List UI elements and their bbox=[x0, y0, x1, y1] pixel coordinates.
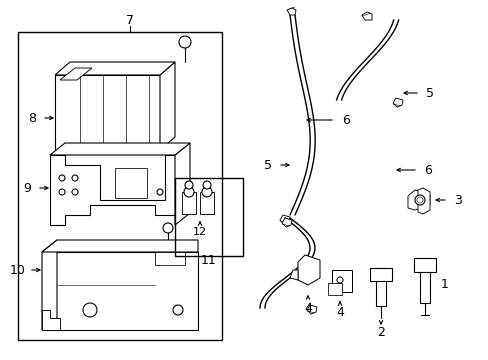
Circle shape bbox=[83, 303, 97, 317]
Bar bbox=[419, 258, 429, 303]
Circle shape bbox=[59, 175, 65, 181]
Polygon shape bbox=[50, 155, 175, 225]
Polygon shape bbox=[306, 305, 316, 314]
Text: 5: 5 bbox=[264, 158, 271, 171]
Polygon shape bbox=[282, 218, 291, 227]
Text: 5: 5 bbox=[425, 86, 433, 99]
Circle shape bbox=[203, 181, 210, 189]
Circle shape bbox=[163, 223, 173, 233]
Circle shape bbox=[72, 189, 78, 195]
Polygon shape bbox=[42, 240, 57, 330]
Polygon shape bbox=[60, 68, 92, 80]
Circle shape bbox=[72, 175, 78, 181]
Text: 11: 11 bbox=[201, 253, 217, 266]
Polygon shape bbox=[42, 252, 198, 330]
Text: 3: 3 bbox=[453, 194, 461, 207]
Text: 7: 7 bbox=[126, 14, 134, 27]
Text: 2: 2 bbox=[376, 325, 384, 338]
Bar bbox=[331, 270, 351, 292]
Bar bbox=[369, 268, 391, 281]
Text: 10: 10 bbox=[10, 264, 26, 276]
Bar bbox=[18, 32, 222, 340]
Polygon shape bbox=[407, 190, 429, 210]
Polygon shape bbox=[392, 98, 402, 107]
Circle shape bbox=[179, 36, 191, 48]
Polygon shape bbox=[417, 188, 429, 214]
Circle shape bbox=[183, 187, 194, 197]
Circle shape bbox=[202, 187, 212, 197]
Polygon shape bbox=[175, 143, 190, 225]
Circle shape bbox=[157, 189, 163, 195]
Polygon shape bbox=[50, 143, 190, 155]
Polygon shape bbox=[280, 215, 289, 224]
Circle shape bbox=[416, 197, 422, 203]
Bar bbox=[327, 283, 341, 295]
Text: 4: 4 bbox=[335, 306, 343, 320]
Polygon shape bbox=[289, 270, 297, 280]
Polygon shape bbox=[55, 62, 175, 75]
Bar bbox=[115, 168, 147, 198]
Text: 8: 8 bbox=[28, 112, 36, 125]
Circle shape bbox=[184, 181, 193, 189]
Text: 9: 9 bbox=[23, 181, 31, 194]
Circle shape bbox=[336, 277, 342, 283]
Text: 6: 6 bbox=[342, 113, 349, 126]
Polygon shape bbox=[297, 255, 319, 285]
Circle shape bbox=[414, 195, 424, 205]
Polygon shape bbox=[155, 252, 184, 265]
Bar bbox=[413, 258, 435, 272]
Bar bbox=[175, 178, 243, 256]
Polygon shape bbox=[286, 8, 295, 15]
Polygon shape bbox=[42, 310, 60, 330]
Polygon shape bbox=[361, 12, 371, 20]
Bar bbox=[55, 75, 160, 150]
Bar bbox=[375, 268, 385, 306]
Text: 4: 4 bbox=[304, 302, 311, 315]
Text: 6: 6 bbox=[423, 163, 431, 176]
Circle shape bbox=[173, 305, 183, 315]
Text: 12: 12 bbox=[193, 227, 206, 237]
Circle shape bbox=[59, 189, 65, 195]
Bar bbox=[200, 192, 214, 214]
Text: 1: 1 bbox=[440, 279, 448, 292]
Polygon shape bbox=[42, 240, 198, 252]
Polygon shape bbox=[160, 62, 175, 150]
Bar bbox=[182, 192, 196, 214]
